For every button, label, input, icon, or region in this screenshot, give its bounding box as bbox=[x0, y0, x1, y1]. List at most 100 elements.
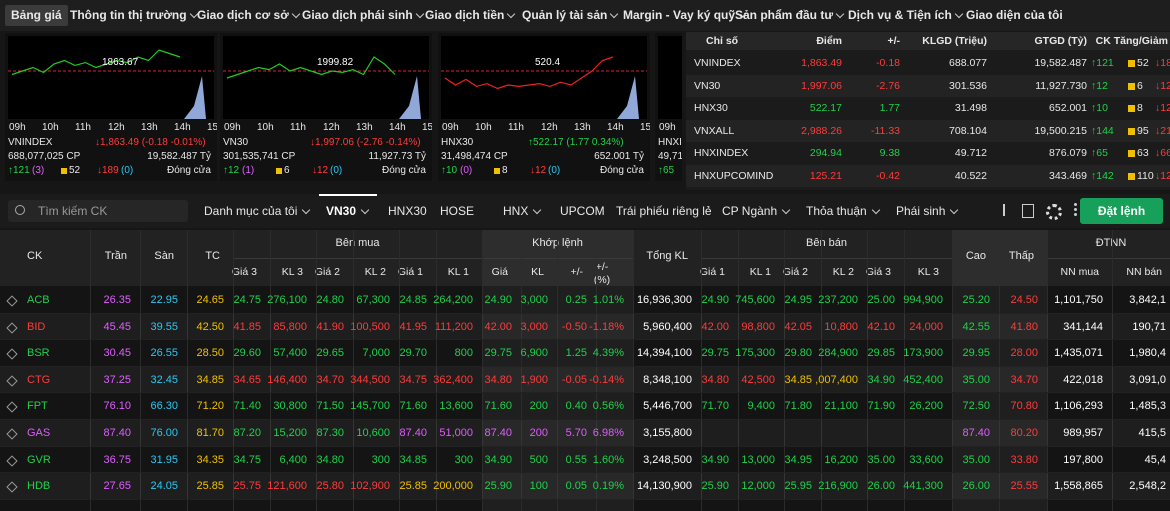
nav-item[interactable]: Bảng giá bbox=[5, 5, 68, 26]
advancers: ↑12 bbox=[223, 165, 240, 176]
decliners: ↓12 bbox=[530, 165, 547, 176]
price-cell: 29.60 bbox=[233, 347, 261, 360]
index-volume: 49.712 bbox=[954, 147, 987, 160]
advancers: ↑144 bbox=[1091, 124, 1114, 137]
session-status: Đóng cửa bbox=[167, 165, 211, 176]
ceiling-count: (0) bbox=[460, 165, 473, 176]
price-cell: 34.80 bbox=[701, 373, 729, 386]
price-cell: 27.65 bbox=[103, 480, 131, 493]
price-cell: 34.80 bbox=[316, 453, 344, 466]
column-divider bbox=[821, 230, 822, 511]
advancers: ↑65 bbox=[658, 165, 675, 176]
nav-item[interactable]: Giao dịch phái sinh bbox=[302, 8, 413, 22]
dropdown-caret bbox=[950, 205, 959, 215]
price-cell: 121,600 bbox=[267, 480, 307, 493]
unchanged-count: 110 bbox=[1137, 170, 1154, 182]
dropdown-caret bbox=[507, 9, 516, 19]
toolbar: Tìm kiếm CK Danh mục của tôi VN30 HNX30 HOSE… bbox=[0, 194, 1170, 228]
market-tab[interactable]: Trái phiếu riêng lẻ bbox=[616, 204, 712, 218]
stock-symbol[interactable]: GVR bbox=[27, 453, 51, 466]
stock-symbol[interactable]: FPT bbox=[27, 400, 48, 413]
price-cell: 146,400 bbox=[267, 373, 307, 386]
column-divider bbox=[233, 230, 234, 511]
time-label: 13h bbox=[356, 122, 373, 133]
index-header: Điểm bbox=[816, 35, 842, 47]
column-divider bbox=[867, 230, 868, 511]
stock-symbol[interactable]: CTG bbox=[27, 373, 51, 386]
order-button[interactable]: Đặt lệnh bbox=[1080, 198, 1163, 224]
nav-item[interactable]: Margin - Vay ký quỹ bbox=[623, 8, 736, 22]
index-change: 9.38 bbox=[879, 147, 900, 160]
price-cell: 237,200 bbox=[818, 294, 858, 306]
ceiling-count: (1) bbox=[242, 165, 255, 176]
price-line bbox=[11, 49, 181, 76]
stock-symbol[interactable]: BSR bbox=[27, 347, 50, 360]
price-cell: 300 bbox=[371, 453, 390, 466]
price-line bbox=[226, 56, 396, 79]
stock-symbol[interactable]: HDB bbox=[27, 480, 51, 493]
price-cell: 98,800 bbox=[741, 320, 775, 333]
nav-item[interactable]: Quản lý tài sản bbox=[522, 8, 608, 22]
index-row-bg bbox=[686, 97, 1170, 120]
price-cell: 0.25 bbox=[565, 294, 587, 306]
market-tab[interactable]: HNX bbox=[503, 204, 529, 218]
column-divider bbox=[399, 230, 400, 511]
nav-item[interactable]: Sản phẩm đầu tư bbox=[735, 8, 834, 22]
nav-item[interactable]: Dịch vụ & Tiện ích bbox=[848, 8, 952, 22]
stock-symbol[interactable]: GAS bbox=[27, 427, 51, 439]
sub-header: Giá 2 bbox=[782, 266, 808, 278]
market-tab[interactable]: Danh mục của tôi bbox=[204, 204, 298, 218]
index-header: KLGD (Triệu) bbox=[922, 35, 987, 47]
price-cell: 7,000 bbox=[362, 347, 390, 360]
index-value: 652.001 bbox=[1049, 102, 1087, 115]
market-tab[interactable]: CP Ngành bbox=[722, 204, 778, 218]
market-tab[interactable]: Phái sinh bbox=[896, 204, 946, 218]
price-cell: 1.60% bbox=[592, 453, 624, 466]
sub-header: KL 3 bbox=[281, 266, 303, 278]
market-tab[interactable]: HOSE bbox=[440, 204, 475, 218]
price-cell: 30.45 bbox=[103, 347, 131, 360]
reference-label: 1863.67 bbox=[102, 57, 139, 68]
sub-header: KL 1 bbox=[749, 266, 771, 278]
price-cell: ,007,400 bbox=[815, 373, 858, 386]
price-cell: 10,800 bbox=[824, 320, 858, 333]
column-divider bbox=[904, 230, 905, 511]
nav-item[interactable]: Giao dịch cơ sở bbox=[197, 8, 289, 22]
index-point: 2,988.26 bbox=[801, 124, 842, 137]
market-tab[interactable]: Thỏa thuận bbox=[806, 204, 867, 218]
sub-header: +/- bbox=[570, 266, 583, 278]
market-tab[interactable]: VN30 bbox=[326, 204, 357, 218]
market-tab[interactable]: UPCOM bbox=[560, 204, 605, 218]
market-tab[interactable]: HNX30 bbox=[388, 204, 427, 218]
stock-symbol[interactable]: ACB bbox=[27, 294, 50, 306]
price-cell: 28.00 bbox=[1010, 347, 1038, 360]
price-cell: 1,558,865 bbox=[1054, 480, 1103, 493]
price-cell: 24.65 bbox=[196, 294, 224, 306]
time-label: 15h bbox=[422, 122, 432, 133]
price-cell: 51,000 bbox=[439, 427, 473, 439]
settings-icon[interactable] bbox=[1046, 204, 1062, 220]
index-volume: 301,535,741 CP bbox=[223, 151, 296, 162]
nav-item[interactable]: Giao dịch tiền bbox=[425, 8, 505, 22]
search-input[interactable]: Tìm kiếm CK bbox=[38, 204, 108, 218]
nav-item[interactable]: Giao diện của tôi bbox=[966, 8, 1063, 22]
column-divider bbox=[90, 230, 91, 511]
menu-dots bbox=[1074, 203, 1077, 206]
price-cell: 344,500 bbox=[350, 373, 390, 386]
price-cell: 33,600 bbox=[909, 453, 943, 466]
dropdown-caret bbox=[954, 9, 964, 19]
excel-icon[interactable] bbox=[1022, 204, 1034, 218]
price-cell: 362,400 bbox=[433, 373, 473, 386]
time-label: 15h bbox=[640, 122, 650, 133]
sub-header: NN mua bbox=[1060, 266, 1099, 278]
index-volume: 708.104 bbox=[949, 124, 987, 137]
price-cell: 30,800 bbox=[273, 400, 307, 413]
price-cell: 994,900 bbox=[903, 294, 943, 306]
price-cell: 42.05 bbox=[784, 320, 812, 333]
index-table: Chỉ số Điểm +/- KLGD (Triệu) GTGD (Tỷ) CK Tăn… bbox=[686, 32, 1170, 190]
stock-symbol[interactable]: BID bbox=[27, 320, 46, 333]
arrow-up-icon bbox=[1003, 204, 1005, 216]
nav-item[interactable]: Thông tin thị trường bbox=[70, 8, 187, 22]
price-cell: 28.50 bbox=[196, 347, 224, 360]
time-label: 12h bbox=[323, 122, 340, 133]
